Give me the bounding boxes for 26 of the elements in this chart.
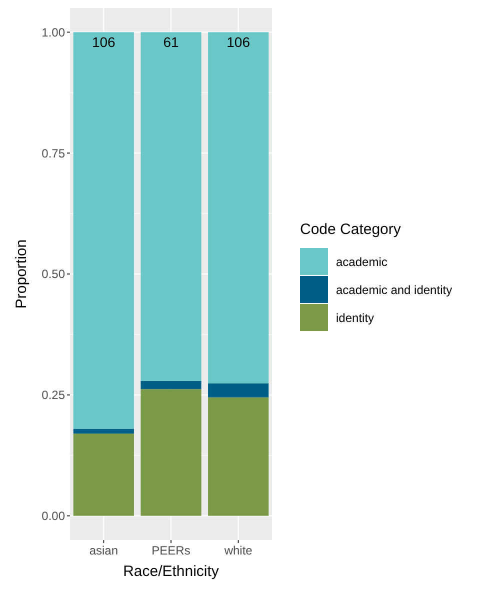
y-tick-label: 1.00 — [42, 25, 66, 40]
x-tick-label: PEERs — [152, 544, 190, 558]
annotation: 106 — [92, 34, 116, 50]
bar — [73, 428, 134, 434]
bar — [140, 389, 202, 516]
bar — [208, 397, 269, 516]
bar — [140, 380, 202, 390]
y-tick-label: 0.25 — [42, 388, 66, 402]
x-tick-label: asian — [89, 544, 118, 558]
y-tick-label: 0.50 — [42, 267, 66, 282]
x-tick-label: white — [223, 544, 253, 558]
y-tick-label: 0.75 — [42, 146, 66, 160]
bar — [73, 434, 134, 516]
x-axis-title: Race/Ethnicity — [123, 563, 220, 580]
bar — [208, 32, 269, 384]
bar — [73, 32, 134, 429]
legend-label: academic — [336, 255, 388, 270]
legend-label: academic and identity — [336, 283, 452, 298]
y-tick-label: 0.00 — [42, 509, 66, 524]
bar — [140, 32, 202, 381]
y-axis-title: Proportion — [13, 239, 30, 309]
legend-label: identity — [336, 311, 374, 326]
legend-title: Code Category — [300, 221, 402, 238]
annotation: 61 — [163, 34, 179, 50]
bar — [208, 383, 269, 398]
annotation: 106 — [226, 34, 250, 50]
